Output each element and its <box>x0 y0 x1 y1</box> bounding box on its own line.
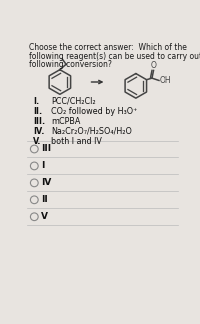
Text: both I and IV: both I and IV <box>51 137 102 146</box>
Text: PCC/CH₂Cl₂: PCC/CH₂Cl₂ <box>51 97 96 106</box>
Text: Na₂Cr₂O₇/H₂SO₄/H₂O: Na₂Cr₂O₇/H₂SO₄/H₂O <box>51 127 132 136</box>
Text: I.: I. <box>33 97 39 106</box>
Text: II: II <box>41 195 48 204</box>
Text: V: V <box>41 212 48 221</box>
Text: V.: V. <box>33 137 41 146</box>
Text: mCPBA: mCPBA <box>51 117 81 126</box>
Text: O: O <box>150 61 156 70</box>
Text: III: III <box>41 145 51 154</box>
Text: II.: II. <box>33 107 42 116</box>
Text: I: I <box>41 161 45 170</box>
Text: III.: III. <box>33 117 45 126</box>
Text: OH: OH <box>160 76 171 85</box>
Text: IV: IV <box>41 179 52 187</box>
Text: Choose the correct answer:  Which of the: Choose the correct answer: Which of the <box>29 43 187 52</box>
Text: following reagent(s) can be used to carry out the: following reagent(s) can be used to carr… <box>29 52 200 61</box>
Text: IV.: IV. <box>33 127 44 136</box>
Text: following conversion?: following conversion? <box>29 61 112 69</box>
Text: CO₂ followed by H₃O⁺: CO₂ followed by H₃O⁺ <box>51 107 138 116</box>
